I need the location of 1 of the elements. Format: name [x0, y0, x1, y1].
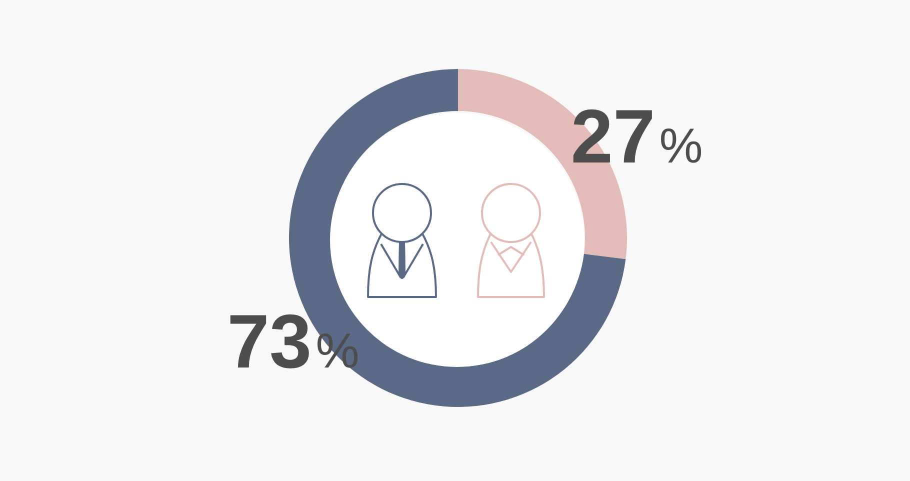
data-label: 27% [570, 94, 703, 180]
